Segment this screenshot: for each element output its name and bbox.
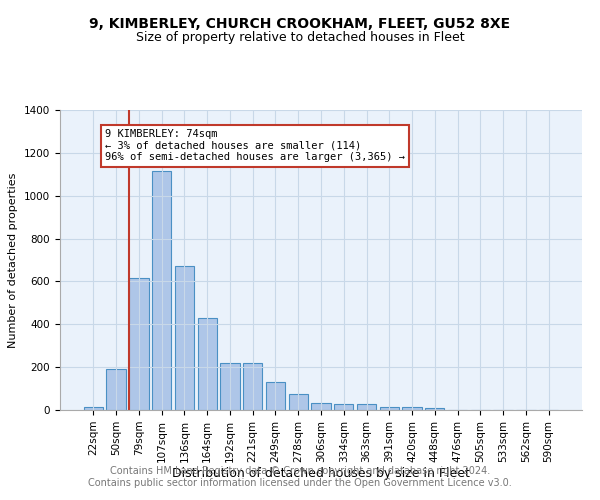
Text: Size of property relative to detached houses in Fleet: Size of property relative to detached ho…: [136, 31, 464, 44]
Bar: [152, 171, 172, 410]
X-axis label: Distribution of detached houses by size in Fleet: Distribution of detached houses by size …: [172, 468, 470, 480]
Bar: [197, 318, 217, 410]
Bar: [311, 402, 331, 410]
Bar: [403, 408, 422, 410]
Bar: [129, 278, 149, 410]
Bar: [243, 363, 262, 410]
Bar: [84, 407, 103, 410]
Y-axis label: Number of detached properties: Number of detached properties: [8, 172, 19, 348]
Bar: [175, 266, 194, 410]
Bar: [220, 363, 239, 410]
Bar: [289, 394, 308, 410]
Text: 9 KIMBERLEY: 74sqm
← 3% of detached houses are smaller (114)
96% of semi-detache: 9 KIMBERLEY: 74sqm ← 3% of detached hous…: [105, 130, 405, 162]
Text: 9, KIMBERLEY, CHURCH CROOKHAM, FLEET, GU52 8XE: 9, KIMBERLEY, CHURCH CROOKHAM, FLEET, GU…: [89, 18, 511, 32]
Bar: [425, 408, 445, 410]
Bar: [266, 382, 285, 410]
Text: Contains HM Land Registry data © Crown copyright and database right 2024.
Contai: Contains HM Land Registry data © Crown c…: [88, 466, 512, 487]
Bar: [380, 407, 399, 410]
Bar: [357, 404, 376, 410]
Bar: [106, 370, 126, 410]
Bar: [334, 404, 353, 410]
